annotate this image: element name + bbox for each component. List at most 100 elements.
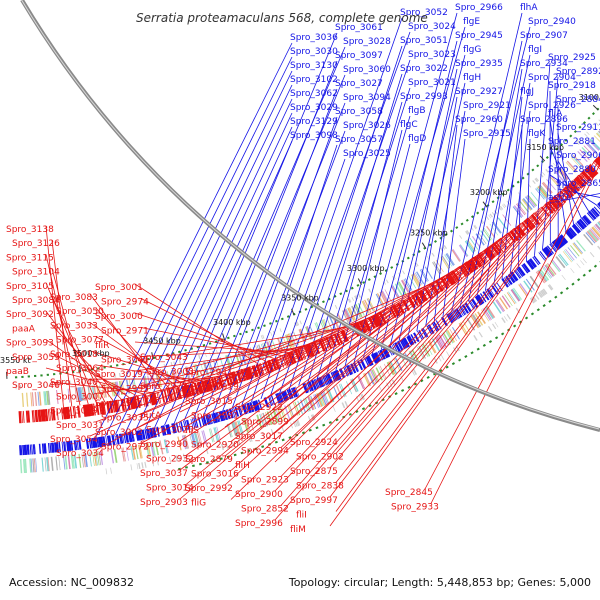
forward-gene-label[interactable]: flgE <box>463 17 480 27</box>
forward-gene-label[interactable]: flgD <box>408 134 426 144</box>
forward-gene-label[interactable]: Spro_2921 <box>463 101 511 111</box>
reverse-gene-label[interactable]: Spro_2933 <box>391 503 439 513</box>
reverse-gene-label[interactable]: Spro_3018 <box>50 350 98 360</box>
forward-gene-label[interactable]: Spro_2880 <box>548 165 596 175</box>
forward-gene-label[interactable]: Spro_2906 <box>556 151 600 161</box>
reverse-gene-label[interactable]: fliI <box>296 511 307 521</box>
forward-gene-label[interactable]: Spro_2993 <box>400 92 448 102</box>
forward-gene-label[interactable]: Spro_3052 <box>400 8 448 18</box>
reverse-gene-label[interactable]: Spro_2902 <box>296 453 344 463</box>
reverse-gene-label[interactable]: Spro_3033 <box>50 321 98 331</box>
forward-gene-label[interactable]: Spro_2945 <box>455 31 503 41</box>
forward-gene-label[interactable]: Spro_2892 <box>556 67 600 77</box>
forward-gene-label[interactable]: flgJ <box>520 87 534 97</box>
reverse-gene-label[interactable]: paaA <box>12 324 36 334</box>
forward-gene-label[interactable]: Spro_2896 <box>520 115 568 125</box>
reverse-gene-label[interactable]: Spro_2924 <box>290 438 338 448</box>
forward-gene-label[interactable]: Spro_2927 <box>455 87 503 97</box>
forward-gene-label[interactable]: Spro_2911 <box>556 123 600 133</box>
reverse-gene-label[interactable]: Spro_2941 <box>185 368 233 378</box>
reverse-gene-label[interactable]: Spro_2990 <box>140 440 188 450</box>
reverse-gene-label[interactable]: Spro_3015 <box>185 397 233 407</box>
forward-gene-label[interactable]: Spro_2918 <box>548 81 596 91</box>
forward-gene-label[interactable]: flgG <box>463 45 481 55</box>
forward-gene-label[interactable]: Spro_2881 <box>548 137 596 147</box>
reverse-gene-label[interactable]: Spro_3019 <box>95 370 143 380</box>
reverse-gene-label[interactable]: Spro_3049 <box>50 407 98 417</box>
forward-gene-label[interactable]: Spro_3061 <box>335 23 383 33</box>
forward-gene-label[interactable]: Spro_3027 <box>335 79 383 89</box>
forward-gene-label[interactable]: Spro_2865 <box>556 179 600 189</box>
forward-gene-label[interactable]: Spro_2934 <box>520 59 568 69</box>
reverse-gene-label[interactable]: Spro_2992 <box>185 484 233 494</box>
reverse-gene-label[interactable]: Spro_2919 <box>191 383 239 393</box>
forward-gene-label[interactable]: Spro_2907 <box>520 31 568 41</box>
forward-gene-label[interactable]: Spro_3023 <box>408 50 456 60</box>
forward-gene-label[interactable]: Spro_3130 <box>290 61 338 71</box>
forward-gene-label[interactable]: flgI <box>528 45 542 55</box>
forward-gene-label[interactable]: Spro_3062 <box>290 89 338 99</box>
forward-gene-label[interactable]: Spro_2915 <box>463 129 511 139</box>
reverse-gene-label[interactable]: Spro_3003 <box>146 368 194 378</box>
reverse-gene-label[interactable]: Spro_2991 <box>191 412 239 422</box>
forward-gene-label[interactable]: Spro_3051 <box>400 36 448 46</box>
reverse-gene-label[interactable]: Spro_3020 <box>146 426 194 436</box>
forward-gene-label[interactable]: fliA <box>548 109 563 119</box>
reverse-gene-label[interactable]: Spro_2899 <box>241 418 289 428</box>
reverse-gene-label[interactable]: Spro_2900 <box>235 490 283 500</box>
forward-gene-label[interactable]: Spro_2935 <box>455 59 503 69</box>
reverse-gene-label[interactable]: Spro_3001 <box>95 283 143 293</box>
forward-gene-label[interactable]: Spro_2884 <box>556 95 600 105</box>
reverse-gene-label[interactable]: Spro_2944 <box>95 399 143 409</box>
reverse-gene-label[interactable]: Spro_3037 <box>140 469 188 479</box>
reverse-gene-label[interactable]: Spro_2974 <box>101 298 149 308</box>
reverse-gene-label[interactable]: Spro_3014 <box>146 484 194 494</box>
reverse-gene-label[interactable]: Spro_2996 <box>235 519 283 529</box>
reverse-gene-label[interactable]: Spro_3043 <box>140 353 188 363</box>
forward-gene-label[interactable]: Spro_3025 <box>343 149 391 159</box>
reverse-gene-label[interactable]: fliG <box>191 499 206 509</box>
forward-gene-label[interactable]: flgK <box>528 129 546 139</box>
reverse-gene-label[interactable]: Spro_2997 <box>290 496 338 506</box>
reverse-gene-label[interactable]: Spro_3017 <box>235 432 283 442</box>
reverse-gene-label[interactable]: Spro_2922 <box>235 403 283 413</box>
reverse-gene-label[interactable]: Spro_3016 <box>191 470 239 480</box>
reverse-gene-label[interactable]: Spro_3084 <box>12 296 60 306</box>
reverse-gene-label[interactable]: fliR <box>95 341 109 351</box>
forward-gene-label[interactable]: flgH <box>463 73 481 83</box>
reverse-gene-label[interactable]: paaB <box>6 367 29 377</box>
reverse-gene-label[interactable]: Spro_2838 <box>296 482 344 492</box>
reverse-gene-label[interactable]: Spro_3002 <box>95 428 143 438</box>
reverse-gene-label[interactable]: Spro_3138 <box>6 225 54 235</box>
forward-gene-label[interactable]: Spro_3024 <box>408 22 456 32</box>
reverse-gene-label[interactable]: Spro_3059 <box>12 353 60 363</box>
forward-gene-label[interactable]: Spro_3060 <box>343 65 391 75</box>
forward-gene-label[interactable]: Spro_2960 <box>455 115 503 125</box>
forward-gene-label[interactable]: astD <box>548 193 569 203</box>
forward-gene-label[interactable]: flgB <box>408 106 426 116</box>
reverse-gene-label[interactable]: Spro_2971 <box>101 327 149 337</box>
forward-gene-label[interactable]: flgC <box>400 120 418 130</box>
reverse-gene-label[interactable]: fliH <box>235 461 250 471</box>
reverse-gene-label[interactable]: Spro_2923 <box>241 476 289 486</box>
forward-gene-label[interactable]: Spro_2940 <box>528 17 576 27</box>
forward-gene-label[interactable]: Spro_3026 <box>343 121 391 131</box>
forward-gene-label[interactable]: Spro_3022 <box>400 64 448 74</box>
reverse-gene-label[interactable]: Spro_3046 <box>12 381 60 391</box>
reverse-gene-label[interactable]: Spro_2994 <box>241 447 289 457</box>
reverse-gene-label[interactable]: Spro_2972 <box>101 443 149 453</box>
reverse-gene-label[interactable]: Spro_3093 <box>6 339 54 349</box>
forward-gene-label[interactable]: flhA <box>520 3 538 13</box>
reverse-gene-label[interactable]: Spro_2852 <box>241 505 289 515</box>
reverse-gene-label[interactable]: Spro_3105 <box>6 282 54 292</box>
forward-gene-label[interactable]: Spro_2966 <box>455 3 503 13</box>
reverse-gene-label[interactable]: Spro_3041 <box>101 356 149 366</box>
reverse-gene-label[interactable]: Spro_2973 <box>140 382 188 392</box>
reverse-gene-label[interactable]: Spro_3077 <box>56 336 104 346</box>
reverse-gene-label[interactable]: Spro_3083 <box>50 293 98 303</box>
reverse-gene-label[interactable]: Spro_3035 <box>101 414 149 424</box>
forward-gene-label[interactable]: Spro_3098 <box>290 131 338 141</box>
reverse-gene-label[interactable]: Spro_2932 <box>146 455 194 465</box>
reverse-gene-label[interactable]: fliS <box>185 426 199 436</box>
reverse-gene-label[interactable]: Spro_3007 <box>56 392 104 402</box>
